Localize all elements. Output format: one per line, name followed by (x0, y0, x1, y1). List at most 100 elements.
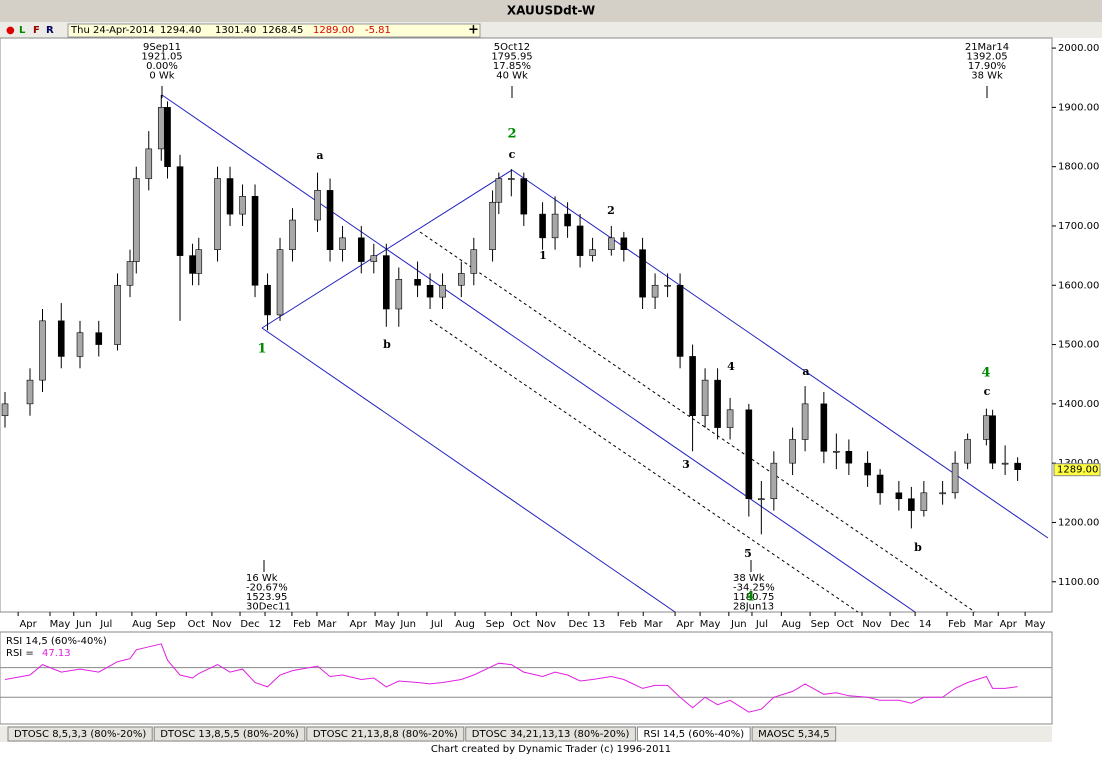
annotation-text: 21Mar14 (965, 42, 1009, 53)
title-bar (0, 0, 1102, 22)
y-tick-label: 1200.00 (1058, 517, 1099, 528)
annotation-text: 1921.05 (141, 52, 182, 63)
wave-label: 1 (539, 249, 547, 262)
y-tick-label: 1100.00 (1058, 577, 1099, 588)
tab[interactable] (751, 726, 837, 742)
candle-body (564, 213, 571, 227)
candle-body (326, 190, 334, 250)
candle-body (357, 237, 365, 262)
tab-label[interactable]: DTOSC 8,5,3,3 (80%-20%) (14, 729, 146, 740)
candle-body (395, 279, 403, 310)
y-tick-label: 1400.00 (1058, 399, 1099, 410)
tab[interactable] (636, 726, 751, 742)
candle-body (145, 148, 153, 179)
candle-body (1014, 462, 1021, 470)
candle-body (620, 237, 628, 250)
candle-body (539, 213, 546, 239)
candle-body (639, 249, 646, 298)
rsi-line (4, 643, 1018, 713)
candle-body (951, 462, 959, 494)
annotation-text: 38 Wk (733, 573, 765, 584)
candle-body (251, 196, 259, 286)
candle-body (414, 279, 421, 286)
x-tick-label: Feb (293, 619, 311, 630)
annotation-text: 40 Wk (496, 71, 528, 82)
y-tick-label: 1600.00 (1058, 280, 1099, 291)
wave-label: 2 (507, 127, 516, 142)
tab[interactable] (306, 726, 465, 742)
wave-label: 5 (744, 547, 752, 560)
candle-body (470, 249, 478, 274)
x-tick-label: Nov (862, 619, 882, 630)
chart-title: XAUUSDdt-W (507, 4, 595, 18)
tab-label[interactable]: DTOSC 34,21,13,13 (80%-20%) (472, 729, 630, 740)
price-panel (0, 37, 1053, 613)
annotation-text: -20.67% (246, 583, 288, 594)
tab[interactable] (465, 726, 636, 742)
rsi-name: RSI 14,5 (60%-40%) (6, 636, 107, 647)
x-tick-label: Aug (455, 619, 475, 630)
flag[interactable]: ● (6, 25, 15, 36)
wave-label: b (914, 541, 922, 554)
x-tick-label: Aug (782, 619, 802, 630)
annotation-text: 9Sep11 (143, 42, 181, 53)
annotation-text: 16 Wk (246, 573, 278, 584)
fork-line (161, 94, 916, 613)
x-tick-label: Oct (188, 619, 205, 630)
candle-body (864, 462, 871, 476)
x-tick-label: Oct (513, 619, 530, 630)
candle-body (264, 284, 271, 316)
candle-body (920, 492, 928, 511)
open: 1294.40 (160, 25, 201, 36)
flag[interactable]: R (46, 25, 54, 36)
x-tick-label: Dec (890, 619, 909, 630)
candle-body (714, 379, 721, 428)
annotation-text: 17.90% (968, 61, 1006, 72)
x-tick-label: Feb (619, 619, 637, 630)
wave-label: a (316, 149, 323, 162)
candle-body (551, 213, 559, 239)
candle-body (495, 178, 503, 203)
x-tick-label: Nov (537, 619, 557, 630)
ohlc-box (67, 23, 481, 38)
tab-label[interactable]: MAOSC 5,34,5 (758, 729, 829, 740)
wave-label: 2 (607, 204, 615, 217)
x-tick-label: 13 (592, 619, 605, 630)
wave-label: 4 (745, 590, 754, 605)
wave-label: 4 (981, 366, 990, 381)
annotation-text: 0 Wk (149, 71, 174, 82)
candle-body (689, 356, 696, 417)
tab[interactable] (153, 726, 306, 742)
candle-body (664, 284, 671, 287)
annotation-text: 1392.05 (966, 52, 1007, 63)
annotation-text: 1795.95 (491, 52, 532, 63)
tab-label[interactable]: DTOSC 13,8,5,5 (80%-20%) (160, 729, 299, 740)
x-tick-label: Jun (75, 619, 92, 630)
candle-body (989, 415, 996, 464)
wave-label: b (383, 338, 391, 351)
flag[interactable]: L (19, 25, 26, 36)
annotation-text: 0.00% (146, 61, 178, 72)
flag[interactable]: F (33, 25, 40, 36)
x-tick-label: Nov (212, 619, 232, 630)
tab[interactable] (7, 726, 153, 742)
annotation-text: 5Oct12 (494, 42, 530, 53)
add-button[interactable]: + (468, 23, 479, 38)
x-tick-label: Jul (99, 619, 112, 630)
x-tick-label: Sep (157, 619, 176, 630)
fork-line (511, 169, 1049, 539)
x-tick-label: Aug (132, 619, 152, 630)
candle-body (676, 284, 684, 357)
x-tick-label: 12 (269, 619, 282, 630)
candle-body (1001, 462, 1009, 465)
tab-label[interactable]: RSI 14,5 (60%-40%) (643, 729, 744, 740)
low: 1268.45 (262, 25, 303, 36)
candle-body (508, 178, 515, 180)
x-tick-label: Mar (974, 619, 994, 630)
x-tick-label: Sep (811, 619, 830, 630)
candle-body (520, 178, 528, 215)
footer: Chart created by Dynamic Trader (c) 1996… (431, 744, 671, 755)
candle-body (195, 249, 203, 274)
tab-label[interactable]: DTOSC 21,13,8,8 (80%-20%) (313, 729, 458, 740)
